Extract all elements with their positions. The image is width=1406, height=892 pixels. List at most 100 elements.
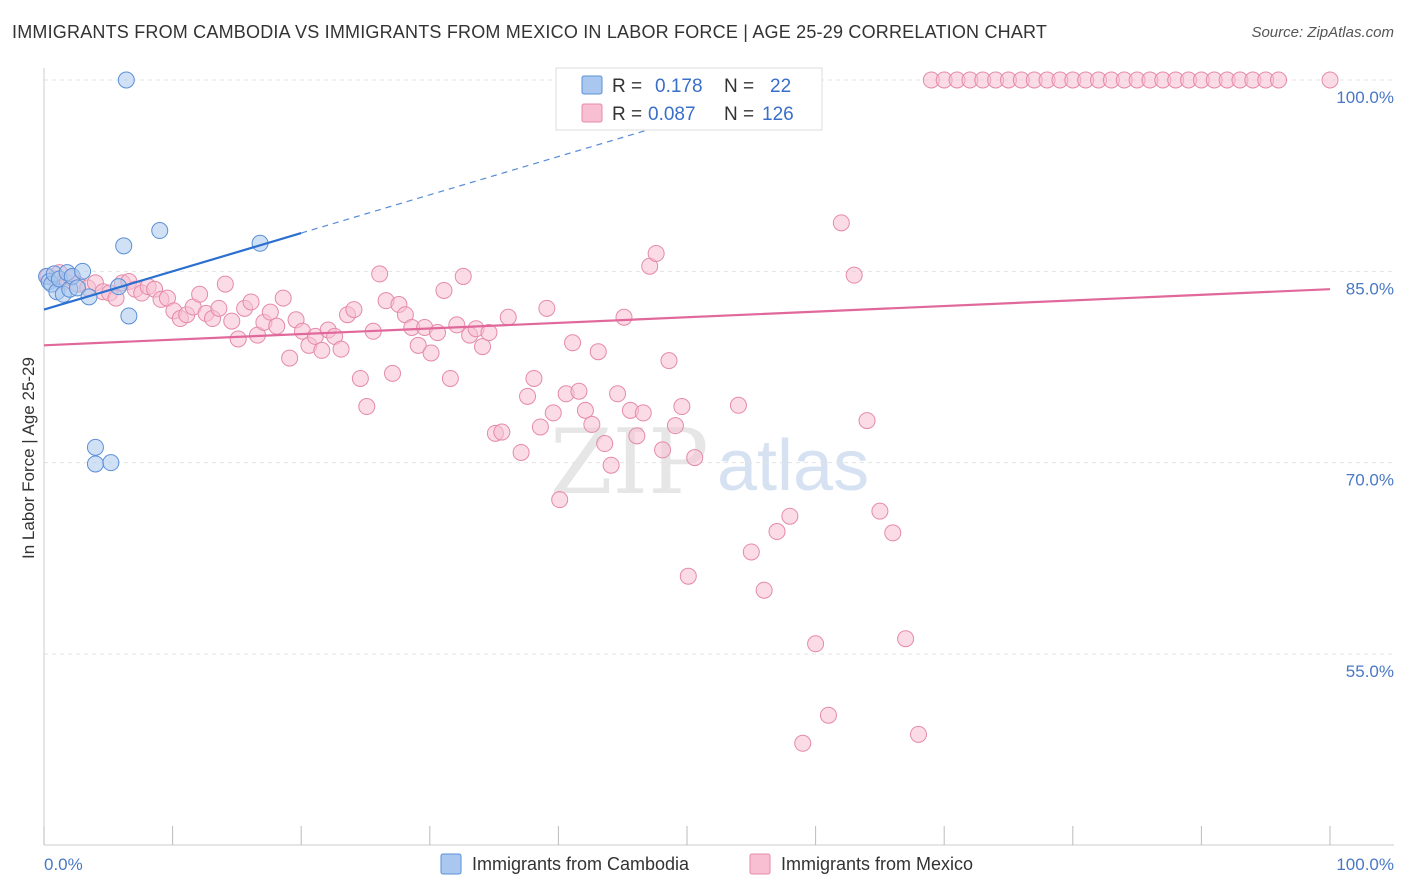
x-tick-label-min: 0.0% — [44, 855, 83, 874]
axes — [43, 68, 1394, 846]
mexico-point-59 — [422, 344, 440, 362]
grid-lines — [44, 79, 1394, 655]
y-tick-labels: 100.0% 85.0% 70.0% 55.0% — [1336, 88, 1394, 681]
mexico-point-87 — [609, 385, 627, 403]
mexico-point-85 — [596, 435, 614, 453]
cambodia-point-20 — [151, 222, 169, 240]
bottom-legend-label-mexico: Immigrants from Mexico — [781, 854, 973, 874]
mexico-point-23 — [191, 285, 209, 303]
legend-n-label-mexico: N = — [724, 104, 754, 125]
mexico-point-64 — [454, 267, 472, 285]
mexico-point-83 — [583, 415, 601, 433]
mexico-point-108 — [832, 214, 850, 232]
mexico-point-35 — [268, 317, 286, 335]
mexico-point-73 — [519, 387, 537, 405]
y-axis-label: In Labor Force | Age 25-29 — [19, 357, 38, 559]
cambodia-point-18 — [117, 71, 135, 89]
chart-title: IMMIGRANTS FROM CAMBODIA VS IMMIGRANTS F… — [12, 22, 1048, 42]
mexico-point-31 — [242, 293, 260, 311]
cambodia-point-15 — [86, 455, 104, 473]
mexico-point-93 — [647, 244, 665, 262]
trend-lines — [43, 102, 1331, 347]
mexico-point-111 — [871, 502, 889, 520]
mexico-point-36 — [274, 289, 292, 307]
mexico-point-51 — [371, 265, 389, 283]
mexico-point-106 — [807, 635, 825, 653]
mexico-point-78 — [551, 491, 569, 509]
legend: R = 0.178 N = 22 R = 0.087 N = 126 — [555, 67, 823, 131]
mexico-point-82 — [576, 401, 594, 419]
legend-swatch-cambodia — [581, 75, 603, 95]
cambodia-points — [38, 71, 269, 473]
legend-n-label-cambodia: N = — [724, 76, 754, 97]
mexico-point-112 — [884, 524, 902, 542]
mexico-point-29 — [229, 330, 247, 348]
mexico-point-90 — [628, 427, 646, 445]
cambodia-point-17 — [115, 237, 133, 255]
mexico-point-99 — [686, 449, 704, 467]
legend-r-label-mexico: R = — [612, 104, 642, 125]
bottom-legend-swatch-mexico — [749, 853, 771, 875]
mexico-point-94 — [654, 441, 672, 459]
cambodia-point-10 — [68, 279, 86, 297]
mexico-point-72 — [512, 443, 530, 461]
cambodia-point-11 — [74, 262, 92, 280]
mexico-trend-line — [43, 288, 1331, 347]
legend-r-value-mexico: 0.087 — [648, 104, 696, 125]
mexico-point-74 — [525, 369, 543, 387]
mexico-point-70 — [493, 423, 511, 441]
mexico-point-27 — [216, 275, 234, 293]
mexico-point-143 — [1321, 71, 1339, 89]
mexico-point-45 — [332, 340, 350, 358]
mexico-point-57 — [409, 336, 427, 354]
mexico-point-97 — [673, 398, 691, 416]
bottom-legend-label-cambodia: Immigrants from Cambodia — [472, 854, 690, 874]
legend-r-value-cambodia: 0.178 — [655, 76, 703, 97]
mexico-point-109 — [845, 266, 863, 284]
mexico-point-101 — [742, 543, 760, 561]
mexico-point-98 — [679, 567, 697, 585]
cambodia-point-19 — [120, 307, 138, 325]
mexico-point-110 — [858, 412, 876, 430]
mexico-points — [39, 71, 1339, 752]
mexico-point-86 — [602, 456, 620, 474]
mexico-point-42 — [313, 341, 331, 359]
mexico-point-91 — [634, 404, 652, 422]
mexico-point-107 — [819, 706, 837, 724]
mexico-point-34 — [261, 303, 279, 321]
cambodia-trend-line — [43, 232, 302, 311]
mexico-point-114 — [909, 725, 927, 743]
chart-source: Source: ZipAtlas.com — [1251, 24, 1394, 41]
mexico-point-26 — [210, 299, 228, 317]
mexico-point-37 — [281, 349, 299, 367]
mexico-point-81 — [570, 382, 588, 400]
bottom-legend: Immigrants from Cambodia Immigrants from… — [440, 853, 973, 875]
y-tick-label-3: 55.0% — [1346, 662, 1394, 681]
mexico-point-61 — [435, 281, 453, 299]
y-tick-label-1: 85.0% — [1346, 279, 1394, 298]
mexico-point-96 — [666, 417, 684, 435]
mexico-point-48 — [351, 369, 369, 387]
legend-r-label-cambodia: R = — [612, 76, 642, 97]
legend-n-value-mexico: 126 — [762, 104, 794, 125]
mexico-point-142 — [1270, 71, 1288, 89]
mexico-point-62 — [441, 369, 459, 387]
mexico-point-100 — [729, 396, 747, 414]
mexico-point-103 — [768, 523, 786, 541]
cambodia-point-14 — [86, 438, 104, 456]
y-tick-label-0: 100.0% — [1336, 88, 1394, 107]
mexico-point-71 — [499, 308, 517, 326]
mexico-point-77 — [544, 404, 562, 422]
mexico-point-113 — [897, 630, 915, 648]
mexico-point-104 — [781, 507, 799, 525]
legend-swatch-mexico — [581, 103, 603, 123]
mexico-point-53 — [384, 364, 402, 382]
x-tick-labels: 0.0% 100.0% — [44, 855, 1394, 874]
mexico-point-47 — [345, 301, 363, 319]
mexico-point-84 — [589, 343, 607, 361]
x-tick-label-max: 100.0% — [1336, 855, 1394, 874]
cambodia-point-16 — [102, 454, 120, 472]
legend-n-value-cambodia: 22 — [770, 76, 791, 97]
mexico-point-67 — [474, 338, 492, 356]
